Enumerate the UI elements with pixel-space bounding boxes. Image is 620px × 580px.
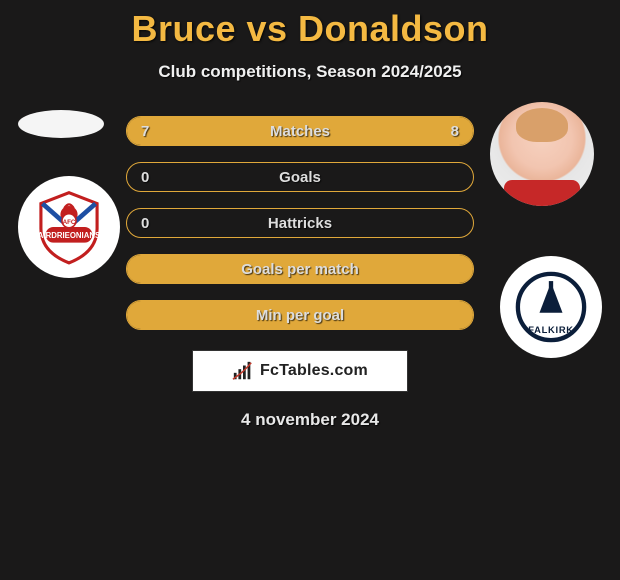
stat-value-left: 0 bbox=[141, 215, 149, 232]
left-column: AIRDRIEONIANS AFC bbox=[0, 116, 120, 392]
stat-row-hattricks: 0 Hattricks bbox=[126, 208, 474, 238]
falkirk-crest-icon: FALKIRK bbox=[515, 271, 587, 343]
stat-value-left: 0 bbox=[141, 169, 149, 186]
stat-value-left: 7 bbox=[141, 123, 149, 140]
club-logo-right: FALKIRK bbox=[500, 256, 602, 358]
stat-label: Goals bbox=[279, 169, 321, 186]
stat-row-matches: 7 Matches 8 bbox=[126, 116, 474, 146]
brand-watermark[interactable]: FcTables.com bbox=[192, 350, 408, 392]
club-abbrev: AFC bbox=[63, 219, 76, 226]
club-logo-left: AIRDRIEONIANS AFC bbox=[18, 176, 120, 278]
date-label: 4 november 2024 bbox=[0, 410, 620, 430]
stat-label: Matches bbox=[270, 123, 330, 140]
svg-text:FALKIRK: FALKIRK bbox=[528, 325, 574, 335]
stats-column: 7 Matches 8 0 Goals 0 Hattricks Goals pe… bbox=[120, 116, 480, 392]
svg-text:AIRDRIEONIANS: AIRDRIEONIANS bbox=[38, 231, 100, 240]
player-right-avatar bbox=[490, 102, 594, 206]
page-title: Bruce vs Donaldson bbox=[0, 8, 620, 50]
brand-label: FcTables.com bbox=[260, 362, 368, 380]
subtitle: Club competitions, Season 2024/2025 bbox=[0, 62, 620, 82]
stat-row-min-per-goal: Min per goal bbox=[126, 300, 474, 330]
stat-label: Min per goal bbox=[256, 307, 344, 324]
stat-label: Goals per match bbox=[241, 261, 359, 278]
stat-row-goals: 0 Goals bbox=[126, 162, 474, 192]
stat-row-goals-per-match: Goals per match bbox=[126, 254, 474, 284]
right-column: FALKIRK bbox=[480, 116, 620, 392]
player-left-avatar bbox=[18, 110, 104, 138]
bar-chart-icon bbox=[232, 360, 254, 382]
header: Bruce vs Donaldson Club competitions, Se… bbox=[0, 0, 620, 82]
stat-fill-left bbox=[127, 117, 290, 145]
stat-value-right: 8 bbox=[451, 123, 459, 140]
airdrieonians-crest-icon: AIRDRIEONIANS AFC bbox=[30, 188, 108, 266]
comparison-row: AIRDRIEONIANS AFC 7 Matches 8 0 Goals bbox=[0, 116, 620, 392]
stat-label: Hattricks bbox=[268, 215, 332, 232]
